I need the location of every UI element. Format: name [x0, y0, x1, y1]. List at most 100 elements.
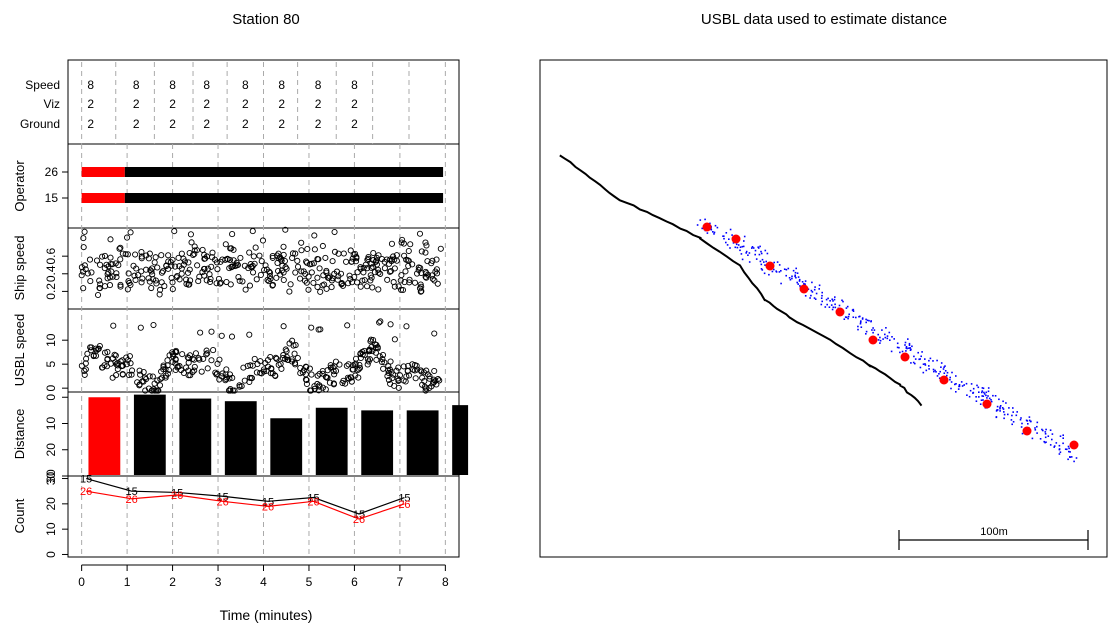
usbl-fix — [799, 285, 801, 287]
ship-speed-point — [331, 248, 339, 255]
ship-speed-point — [132, 276, 139, 284]
ship-speed-point — [433, 270, 441, 277]
usbl-speed-point — [112, 372, 120, 379]
y-tick-label: 10 — [44, 333, 58, 347]
usbl-fix — [1011, 414, 1013, 417]
ship-speed-point — [226, 256, 234, 264]
usbl-speed-point — [218, 332, 225, 339]
usbl-fix — [951, 371, 953, 374]
usbl-fix — [905, 347, 908, 349]
usbl-fix — [833, 298, 836, 301]
usbl-fix — [932, 368, 935, 371]
usbl-fix — [1003, 411, 1005, 413]
usbl-fix — [940, 362, 943, 364]
ship-speed-point — [423, 274, 430, 281]
usbl-speed-point — [290, 342, 297, 349]
usbl-speed-point — [246, 378, 253, 385]
usbl-fix — [828, 306, 831, 308]
usbl-speed-point — [434, 376, 442, 383]
ship-speed-point — [375, 269, 382, 276]
ship-speed-point — [96, 284, 103, 292]
usbl-speed-point — [166, 352, 173, 359]
y-tick-label: 0 — [44, 394, 58, 401]
ship-speed-point — [329, 258, 336, 265]
distance-bars — [88, 394, 469, 475]
usbl-fix — [775, 270, 777, 272]
usbl-speed-point — [170, 353, 177, 360]
usbl-speed-panel: USBL speed 0 5 10 — [12, 314, 443, 394]
usbl-speed-point — [379, 351, 387, 359]
usbl-fix — [701, 227, 703, 230]
usbl-fix — [879, 339, 882, 342]
usbl-fix — [818, 288, 820, 290]
usbl-fix — [1049, 444, 1052, 446]
ship-speed-point — [105, 269, 112, 276]
ship-speed-point — [415, 266, 422, 274]
usbl-speed-point — [385, 367, 392, 374]
ship-speed-point — [117, 244, 124, 251]
usbl-speed-point — [419, 374, 426, 381]
ship-speed-point — [99, 253, 106, 260]
usbl-speed-point — [377, 318, 384, 325]
ship-speed-point — [184, 269, 192, 276]
ship-speed-point — [97, 261, 104, 268]
usbl-fix — [742, 245, 745, 248]
ship-speed-point — [353, 255, 360, 262]
y-tick-label: 20 — [44, 497, 58, 511]
ship-speed-point — [437, 245, 444, 252]
usbl-fix — [1045, 428, 1047, 431]
distance-bar — [270, 418, 303, 475]
count-point-label: 26 — [80, 486, 92, 498]
usbl-fix — [860, 320, 862, 322]
ship-speed-point — [81, 262, 88, 269]
ship-speed-point — [178, 250, 185, 257]
ship-speed-point — [145, 275, 152, 282]
usbl-fix — [743, 235, 746, 238]
usbl-fix — [732, 242, 735, 244]
usbl-speed-point — [246, 331, 253, 338]
usbl-fix — [795, 276, 797, 279]
info-value: 2 — [203, 117, 210, 131]
usbl-fix — [996, 405, 999, 408]
usbl-speed-point — [95, 345, 102, 352]
ship-speed-point — [406, 279, 413, 286]
usbl-fix — [924, 363, 926, 365]
usbl-fix — [741, 245, 744, 248]
ship-speed-point — [163, 262, 170, 269]
usbl-fix — [739, 246, 742, 248]
usbl-speed-point — [103, 363, 110, 370]
usbl-fix — [788, 277, 791, 279]
usbl-fix — [728, 238, 730, 240]
info-value: 2 — [203, 97, 210, 111]
ship-speed-point — [249, 262, 256, 269]
ship-speed-point — [423, 242, 430, 249]
usbl-fix — [787, 267, 790, 270]
usbl-fix — [987, 390, 990, 393]
count-point-label: 26 — [126, 494, 138, 506]
usbl-speed-point — [254, 360, 261, 368]
ship-speed-point — [109, 261, 116, 268]
distance-bar — [315, 407, 348, 475]
ship-speed-point — [258, 258, 265, 265]
usbl-fix — [830, 304, 833, 306]
usbl-fix — [760, 263, 763, 266]
usbl-fix — [972, 387, 975, 390]
ship-speed-point — [422, 273, 429, 280]
ship-speed-point — [229, 231, 236, 238]
usbl-fix — [924, 358, 926, 360]
usbl-fix — [933, 370, 935, 373]
ship-speed-point — [169, 256, 176, 263]
operator-bar-segment — [124, 193, 444, 203]
usbl-speed-point — [192, 350, 199, 357]
ship-speed-point — [84, 270, 91, 277]
ship-speed-point — [354, 269, 361, 276]
ship-speed-point — [78, 272, 85, 279]
usbl-fix — [899, 351, 901, 354]
usbl-speed-point — [267, 370, 274, 377]
count-line — [86, 477, 405, 515]
y-tick-label: 30 — [44, 469, 58, 483]
usbl-speed-point — [308, 324, 315, 331]
ship-speed-point — [152, 254, 159, 261]
usbl-fix — [982, 387, 985, 390]
info-dashed-lines — [81, 62, 446, 144]
